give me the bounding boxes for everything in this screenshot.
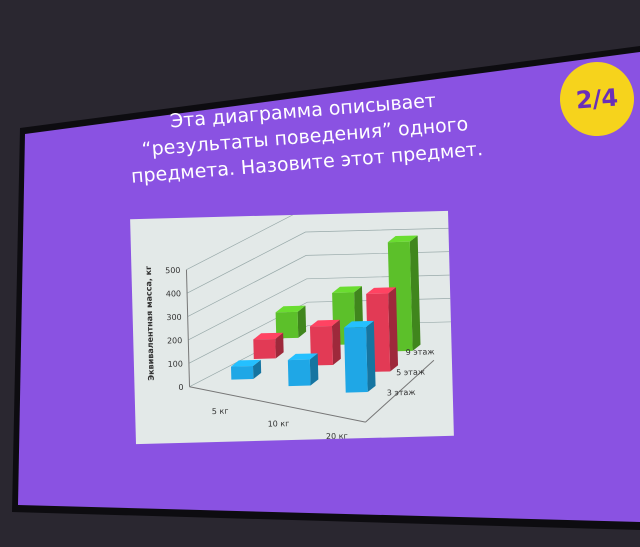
bar — [253, 338, 276, 360]
y-tick-label: 400 — [166, 289, 182, 298]
x-tick-label: 10 кг — [268, 419, 290, 429]
bar-top — [387, 235, 418, 243]
bar-side — [297, 305, 307, 338]
bar-top — [332, 286, 362, 293]
chart-panel: Эквивалентная масса, кг 0 100 200 300 400 500… — [130, 210, 454, 445]
y-tick-label: 500 — [165, 266, 181, 275]
bar-top — [366, 287, 396, 295]
bar-top — [231, 359, 261, 367]
y-tick-label: 0 — [178, 383, 183, 392]
bar-top — [309, 319, 340, 327]
bar-top — [344, 320, 374, 328]
series-label: 3 этаж — [387, 388, 416, 398]
y-tick-label: 200 — [167, 336, 183, 345]
bar-side — [252, 359, 262, 380]
bar-side — [331, 319, 341, 365]
bar-top — [275, 305, 306, 313]
depth-axis — [365, 359, 435, 423]
x-axis — [189, 386, 366, 423]
y-tick-label: 300 — [166, 313, 182, 322]
x-tick-label: 5 кг — [212, 407, 229, 416]
series-label: 5 этаж — [396, 368, 425, 378]
bar-top — [253, 332, 284, 340]
x-tick-label: 20 кг — [326, 432, 348, 442]
bar-side — [409, 235, 421, 351]
bar — [275, 311, 299, 339]
y-axis — [185, 269, 191, 387]
bar-side — [275, 332, 284, 359]
bar-chart-3d: 0 100 200 300 400 500 5 кг 10 кг 20 кг 3 этаж 5 эт… — [165, 210, 454, 442]
gridline — [186, 210, 454, 271]
bar-top — [287, 353, 318, 361]
y-tick-label: 100 — [168, 359, 184, 368]
bar-side — [388, 287, 399, 372]
series-label: 9 этаж — [406, 347, 435, 357]
gridline — [186, 227, 454, 294]
bar-side — [366, 320, 376, 393]
bar-side — [309, 353, 319, 386]
bar — [344, 327, 368, 393]
bar — [287, 359, 311, 387]
bar — [231, 366, 254, 380]
